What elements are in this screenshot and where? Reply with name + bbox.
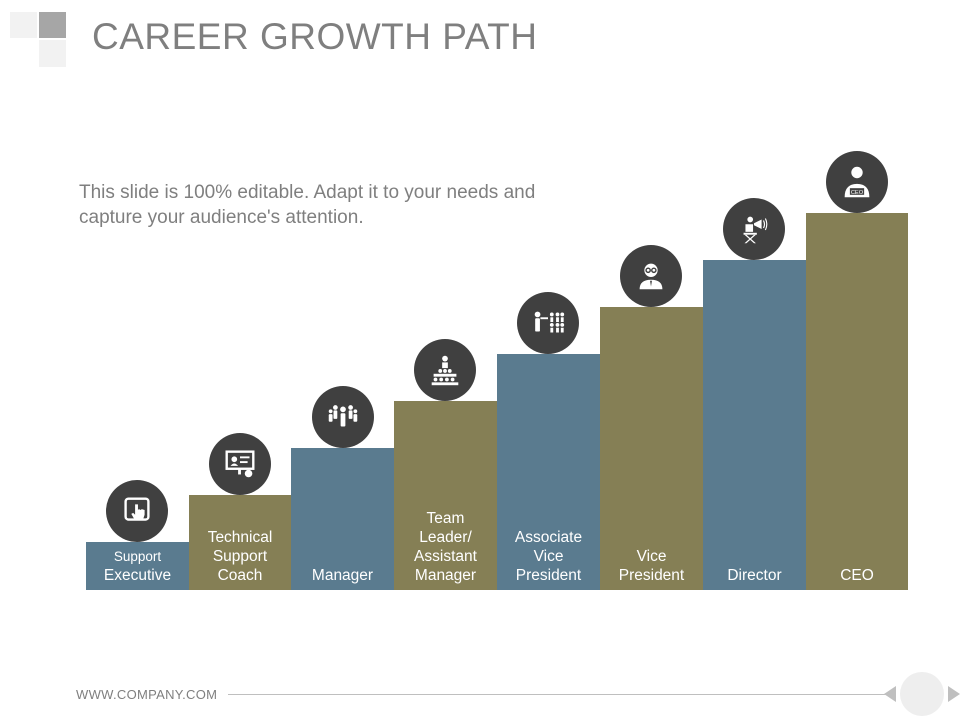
step-associate-vice-president[interactable]: Associate Vice President (497, 354, 600, 590)
step-vice-president[interactable]: Vice President (600, 307, 703, 590)
next-slide-arrow-icon[interactable] (948, 686, 960, 702)
step-label: CEO (840, 567, 874, 584)
team-hierarchy-icon (414, 339, 476, 401)
step-label-line2: Coach (217, 567, 263, 584)
businessman-glasses-icon (620, 245, 682, 307)
corner-decoration (10, 12, 66, 67)
footer-divider (228, 694, 886, 695)
step-technical-support-executive[interactable]: Technical Support Executive (86, 530, 189, 590)
ceo-icon: CEO (826, 151, 888, 213)
step-manager[interactable]: Manager (291, 448, 394, 590)
team-group-icon (312, 386, 374, 448)
step-label: Team Leader/ Assistant Manager (414, 510, 477, 584)
step-director[interactable]: Director (703, 260, 806, 590)
director-megaphone-icon (723, 198, 785, 260)
step-label: Associate Vice President (514, 529, 583, 584)
slide-nav-circle[interactable] (900, 672, 944, 716)
footer-website[interactable]: WWW.COMPANY.COM (76, 687, 218, 702)
slide-subtitle: This slide is 100% editable. Adapt it to… (79, 182, 536, 228)
page-title: CAREER GROWTH PATH (92, 16, 538, 57)
hand-touch-screen-icon (106, 480, 168, 542)
step-label-line1: Technical Support (207, 529, 273, 565)
step-label: Manager (311, 567, 374, 584)
previous-slide-arrow-icon[interactable] (884, 686, 896, 702)
step-label: Director (727, 567, 782, 584)
step-label: Vice President (618, 548, 685, 584)
step-technical-support-coach[interactable]: Technical Support Coach (189, 495, 291, 590)
leader-with-team-icon (517, 292, 579, 354)
svg-text:CEO: CEO (851, 190, 864, 196)
step-ceo[interactable]: CEO (806, 213, 908, 590)
step-team-leader[interactable]: Team Leader/ Assistant Manager (394, 401, 497, 590)
presentation-board-icon (209, 433, 271, 495)
step-label-line2: Executive (103, 567, 172, 584)
